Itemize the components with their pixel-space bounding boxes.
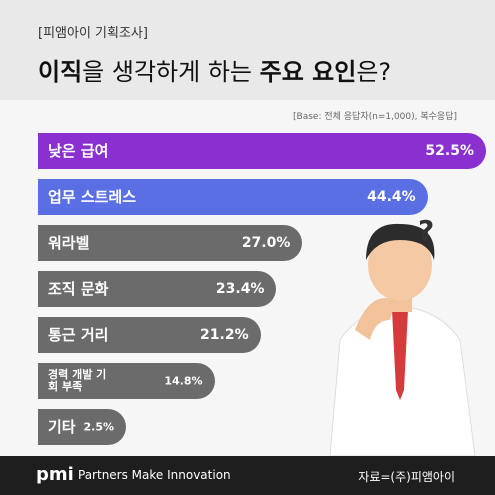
bar: 경력 개발 기회 부족 14.8% [38, 363, 215, 399]
header: [피앰아이 기획조사] 이직을 생각하게 하는 주요 요인은? [0, 0, 495, 100]
value-label: 23.4% [215, 281, 265, 297]
heading-part: 주요 요인 [259, 58, 357, 86]
footer: pmi Partners Make Innovation 자료=(주)피앰아이 [0, 456, 495, 495]
bar-label: 업무 스트레스 [48, 187, 137, 206]
bar-label: 낮은 급여 [48, 141, 109, 160]
heading: 이직을 생각하게 하는 주요 요인은? [38, 52, 391, 87]
heading-part: 은? [356, 58, 392, 86]
bar-label: 경력 개발 기회 부족 [48, 367, 107, 393]
bar: 기타 2.5% [38, 409, 126, 445]
value-label: 21.2% [200, 327, 249, 343]
value-label: 2.5% [83, 420, 114, 434]
bar: 낮은 급여 52.5% [38, 133, 486, 169]
hair [366, 223, 435, 260]
face [368, 229, 432, 301]
bar: 조직 문화 23.4% [38, 271, 277, 307]
question-mark: ? [418, 214, 434, 247]
logo: pmi [36, 464, 74, 485]
value-label: 52.5% [425, 143, 474, 159]
heading-part: 을 생각하게 하는 [82, 58, 260, 86]
bar: 워라벨 27.0% [38, 225, 303, 261]
bar-label: 통근 거리 [48, 325, 109, 344]
note: [Base: 전체 응답자(n=1,000), 복수응답] [293, 112, 457, 122]
value-label: 44.4% [367, 189, 416, 205]
bar-label: 기타 [48, 417, 76, 436]
value-label: 27.0% [241, 235, 291, 251]
tie [392, 310, 408, 400]
value-label: 14.8% [164, 374, 203, 388]
source: 자료=(주)피앰아이 [358, 470, 455, 484]
tag: [피앰아이 기획조사] [38, 26, 148, 41]
slogan: Partners Make Innovation [78, 468, 231, 482]
illustration: ? [329, 214, 476, 456]
bar: 통근 거리 21.2% [38, 317, 261, 353]
bar-label: 워라벨 [48, 233, 90, 252]
hand [355, 298, 395, 340]
heading-part: 이직 [38, 58, 83, 86]
bar: 업무 스트레스 44.4% [38, 179, 428, 215]
bar-label: 조직 문화 [48, 279, 109, 298]
